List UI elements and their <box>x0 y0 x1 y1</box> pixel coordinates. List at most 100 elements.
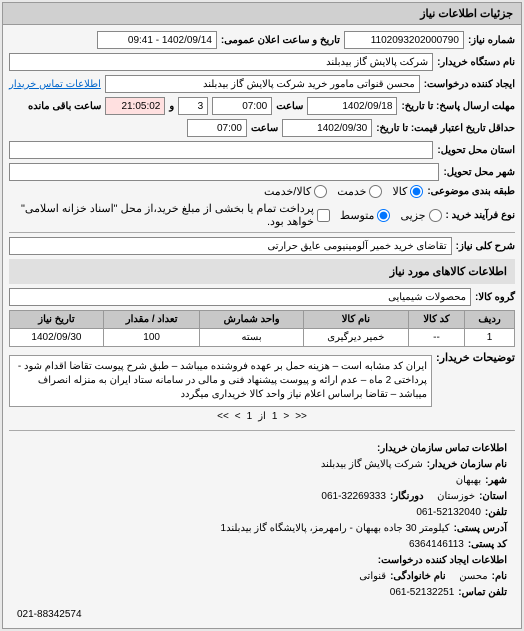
and-label: و <box>169 101 174 112</box>
buyer-contact-link[interactable]: اطلاعات تماس خریدار <box>9 79 101 90</box>
panel-header: جزئیات اطلاعات نیاز <box>3 3 521 25</box>
remain-label: ساعت باقی مانده <box>28 101 101 112</box>
table-row[interactable]: 1 -- خمیر دیرگیری بسته 100 1402/09/30 <box>10 329 515 347</box>
cat-goods-radio[interactable]: کالا <box>392 185 423 198</box>
proc-low-input[interactable] <box>429 209 442 222</box>
creator-label: ایجاد کننده درخواست: <box>424 79 515 90</box>
time-label-1: ساعت <box>276 101 303 112</box>
details-panel: جزئیات اطلاعات نیاز شماره نیاز: 11020932… <box>2 2 522 629</box>
category-label: طبقه بندی موضوعی: <box>427 186 515 197</box>
cat-both-radio[interactable]: کالا/خدمت <box>264 185 327 198</box>
contact-province-label: استان: <box>479 489 507 505</box>
process-radio-group: جزیی متوسط پرداخت تمام یا بخشی از مبلغ خ… <box>9 202 442 228</box>
cat-both-input[interactable] <box>314 185 327 198</box>
proc-note-input[interactable] <box>317 209 330 222</box>
proc-med-input[interactable] <box>377 209 390 222</box>
category-radio-group: کالا خدمت کالا/خدمت <box>264 185 423 198</box>
city-label: شهر محل تحویل: <box>443 167 515 178</box>
cell-qty: 100 <box>103 329 199 347</box>
contact-province-value: خوزستان <box>437 489 475 505</box>
pager-next[interactable]: > <box>235 411 241 422</box>
proc-note-label: پرداخت تمام یا بخشی از مبلغ خرید،از محل … <box>9 202 314 228</box>
creator-section-title: اطلاعات ایجاد کننده درخواست: <box>378 553 507 569</box>
contact-info-block: اطلاعات تماس سازمان خریدار: نام سازمان خ… <box>9 435 515 607</box>
address-label: آدرس پستی: <box>454 521 507 537</box>
buyer-org-field: شرکت پالایش گاز بیدبلند <box>9 53 433 71</box>
proc-med-radio[interactable]: متوسط <box>340 209 391 222</box>
address-value: کیلومتر 30 جاده بهبهان - رامهرمز، پالایش… <box>221 521 450 537</box>
pager: << < 1 از 1 > >> <box>9 407 515 426</box>
deadline-time-field: 07:00 <box>212 97 272 115</box>
items-section-title: اطلاعات کالاهای مورد نیاز <box>9 259 515 284</box>
province-label: استان محل تحویل: <box>437 145 515 156</box>
contact-city-label: شهر: <box>485 473 507 489</box>
announce-label: تاریخ و ساعت اعلان عمومی: <box>221 35 340 46</box>
deadline-label: مهلت ارسال پاسخ: تا تاریخ: <box>401 101 515 112</box>
pager-total: 1 <box>272 411 278 422</box>
proc-med-label: متوسط <box>340 209 375 222</box>
cat-service-radio[interactable]: خدمت <box>337 185 382 198</box>
org-value: شرکت پالایش گاز بیدبلند <box>321 457 423 473</box>
desc-box: ایران کد مشابه است – هزینه حمل بر عهده ف… <box>9 355 432 407</box>
name-value: محسن <box>459 569 487 585</box>
pager-of-label: از <box>258 411 266 422</box>
footer-phone: 021-88342574 <box>9 607 515 622</box>
th-date: تاریخ نیاز <box>10 311 104 329</box>
items-table: ردیف کد کالا نام کالا واحد شمارش تعداد /… <box>9 310 515 347</box>
process-label: نوع فرآیند خرید : <box>446 210 515 221</box>
cat-both-label: کالا/خدمت <box>264 185 311 198</box>
title-label: شرح کلی نیاز: <box>456 241 515 252</box>
city-field <box>9 163 439 181</box>
cell-date: 1402/09/30 <box>10 329 104 347</box>
cell-name: خمیر دیرگیری <box>303 329 408 347</box>
desc-label: توضیحات خریدار: <box>436 351 515 407</box>
time-label-2: ساعت <box>251 123 278 134</box>
contact-section-title: اطلاعات تماس سازمان خریدار: <box>377 441 507 457</box>
proc-low-radio[interactable]: جزیی <box>400 209 441 222</box>
postal-value: 6364146113 <box>409 537 464 553</box>
fax-value: 061-32269333 <box>321 489 386 505</box>
phone-value: 061-52132040 <box>416 505 481 521</box>
group-field: محصولات شیمیایی <box>9 288 471 306</box>
lastname-label: نام خانوادگی: <box>390 569 446 585</box>
th-unit: واحد شمارش <box>200 311 303 329</box>
contact-phone-value: 061-52132251 <box>390 585 455 601</box>
request-no-label: شماره نیاز: <box>468 35 515 46</box>
fax-label: دورنگار: <box>390 489 424 505</box>
th-code: کد کالا <box>408 311 464 329</box>
cat-service-input[interactable] <box>369 185 382 198</box>
proc-note-checkbox[interactable]: پرداخت تمام یا بخشی از مبلغ خرید،از محل … <box>9 202 330 228</box>
deadline-date-field: 1402/09/18 <box>307 97 397 115</box>
cell-row: 1 <box>465 329 515 347</box>
lastname-value: قنواتی <box>359 569 386 585</box>
contact-phone-label: تلفن تماس: <box>458 585 507 601</box>
postal-label: کد پستی: <box>468 537 507 553</box>
name-label: نام: <box>492 569 507 585</box>
remain-time-field: 21:05:02 <box>105 97 165 115</box>
cat-service-label: خدمت <box>337 185 366 198</box>
pager-current: 1 <box>247 411 253 422</box>
title-field: تقاضای خرید خمیر آلومینیومی عایق حرارتی <box>9 237 452 255</box>
buyer-org-label: نام دستگاه خریدار: <box>437 57 515 68</box>
contact-city-value: بهبهان <box>456 473 481 489</box>
th-row: ردیف <box>465 311 515 329</box>
valid-date-field: 1402/09/30 <box>282 119 372 137</box>
creator-field: محسن قنواتی مامور خرید شرکت پالایش گاز ب… <box>105 75 420 93</box>
table-header-row: ردیف کد کالا نام کالا واحد شمارش تعداد /… <box>10 311 515 329</box>
proc-low-label: جزیی <box>400 209 425 222</box>
phone-label: تلفن: <box>485 505 507 521</box>
pager-last[interactable]: >> <box>217 411 229 422</box>
valid-label: حداقل تاریخ اعتبار قیمت: تا تاریخ: <box>376 123 515 134</box>
valid-time-field: 07:00 <box>187 119 247 137</box>
org-label: نام سازمان خریدار: <box>427 457 507 473</box>
cat-goods-input[interactable] <box>410 185 423 198</box>
days-field: 3 <box>178 97 208 115</box>
announce-field: 1402/09/14 - 09:41 <box>97 31 217 49</box>
form-section: شماره نیاز: 1102093202000790 تاریخ و ساع… <box>3 25 521 628</box>
cell-unit: بسته <box>200 329 303 347</box>
pager-prev[interactable]: < <box>283 411 289 422</box>
th-qty: تعداد / مقدار <box>103 311 199 329</box>
cat-goods-label: کالا <box>392 185 407 198</box>
pager-first[interactable]: << <box>295 411 307 422</box>
group-label: گروه کالا: <box>475 292 515 303</box>
